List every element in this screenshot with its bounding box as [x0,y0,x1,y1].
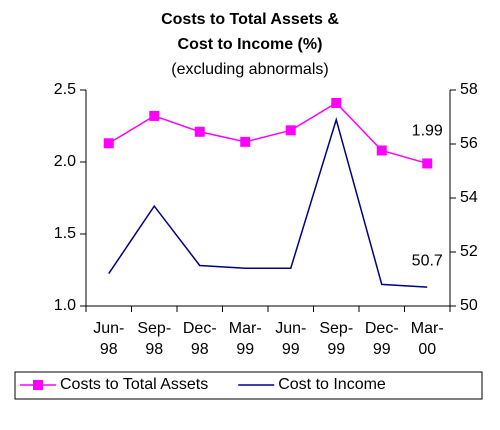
data-point [376,145,387,156]
data-label: 50.7 [412,252,443,269]
chart-subtitle: (excluding abnormals) [171,61,328,78]
y2-tick-label: 54 [460,189,478,206]
series-line [108,117,428,288]
chart-title: Cost to Income (%) [178,36,323,53]
series-line [108,102,428,165]
data-point [285,125,296,136]
y-tick-label: 1.5 [54,225,76,242]
y-tick-label: 1.0 [54,297,76,314]
x-tick-label-box: Mar-00 [410,320,444,358]
x-tick-label-box: Sep-98 [137,320,172,358]
data-point [240,136,251,147]
legend-label: Cost to Income [278,376,386,393]
x-tick-label: Mar-99 [228,320,262,358]
x-tick-label: Sep-99 [319,320,354,358]
x-tick-label-box: Dec-98 [182,320,217,358]
x-tick-label: Sep-98 [137,320,172,358]
y2-tick-label: 50 [460,297,478,314]
data-point [149,110,160,121]
x-tick-label-box: Jun-98 [93,320,125,358]
chart-title: Costs to Total Assets & [161,11,339,28]
y-tick-label: 2.5 [54,81,76,98]
x-tick-label: Jun-99 [275,320,307,358]
data-point [422,158,433,169]
x-tick-label-box: Sep-99 [319,320,354,358]
y2-tick-label: 58 [460,81,478,98]
x-tick-label-box: Mar-99 [228,320,262,358]
legend-marker [33,380,43,390]
x-tick-label: Mar-00 [410,320,444,358]
y2-tick-label: 56 [460,135,478,152]
legend-box [14,371,483,400]
legend-label: Costs to Total Assets [60,376,208,393]
data-point [331,97,342,108]
x-tick-label: Jun-98 [93,320,125,358]
y-tick-label: 2.0 [54,153,76,170]
data-point [103,138,114,149]
x-tick-label-box: Dec-99 [364,320,399,358]
x-tick-label: Dec-98 [182,320,217,358]
data-label: 1.99 [412,123,443,140]
x-tick-label-box: Jun-99 [275,320,307,358]
data-point [194,126,205,137]
x-tick-label: Dec-99 [364,320,399,358]
y2-tick-label: 52 [460,243,478,260]
